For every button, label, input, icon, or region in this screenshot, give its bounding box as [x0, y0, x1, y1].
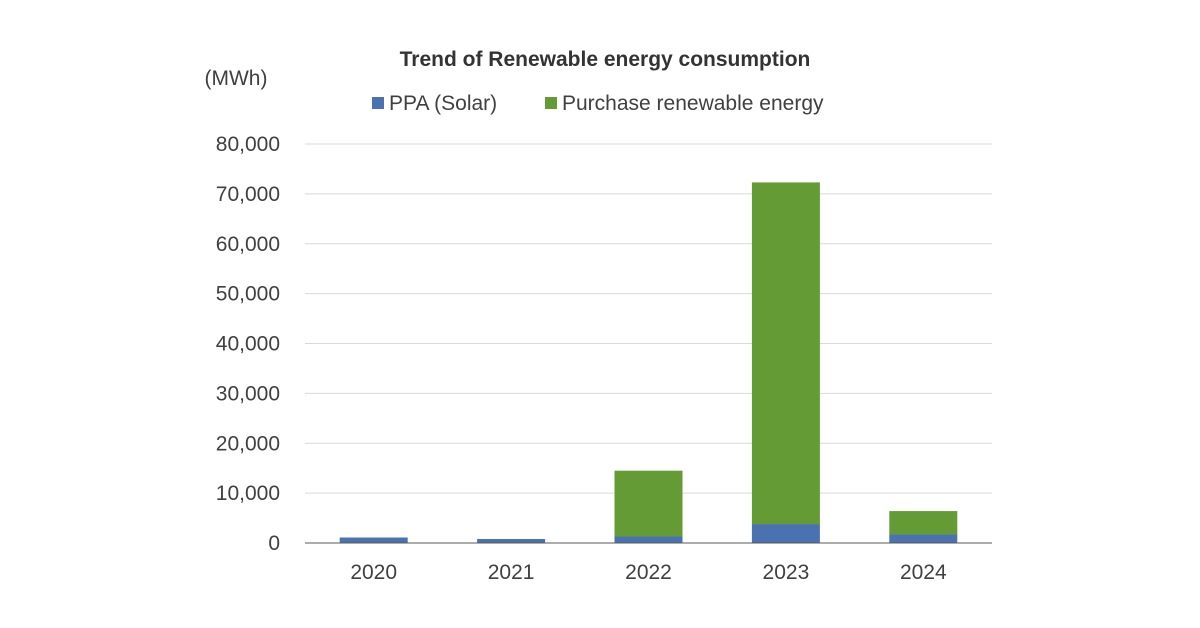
y-tick-label-50000: 50,000 [216, 283, 280, 306]
bar-purchase-renewable-energy-2023 [751, 182, 820, 525]
y-tick-label-70000: 70,000 [216, 183, 280, 206]
y-tick-label-80000: 80,000 [216, 133, 280, 156]
bars [339, 182, 958, 543]
y-tick-label-20000: 20,000 [216, 432, 280, 455]
legend-label-ppa-solar: PPA (Solar) [389, 92, 497, 115]
x-tick-label-2021: 2021 [488, 561, 535, 584]
legend-swatch-purchase-renewable-energy [545, 97, 557, 109]
y-tick-label-0: 0 [268, 532, 280, 555]
legend: PPA (Solar) Purchase renewable energy [372, 92, 824, 115]
bar-ppa-solar-2020 [339, 537, 408, 543]
bar-purchase-renewable-energy-2022 [614, 470, 683, 537]
y-tick-label-40000: 40,000 [216, 333, 280, 356]
x-axis-tick-labels: 2020 2021 2022 2023 2024 [350, 561, 947, 584]
y-tick-label-10000: 10,000 [216, 482, 280, 505]
bar-purchase-renewable-energy-2024 [889, 511, 958, 535]
bar-ppa-solar-2023 [751, 524, 820, 543]
gridlines [305, 143, 992, 494]
x-tick-label-2023: 2023 [763, 561, 810, 584]
legend-label-purchase-renewable-energy: Purchase renewable energy [562, 92, 824, 115]
y-tick-label-60000: 60,000 [216, 233, 280, 256]
bar-ppa-solar-2022 [614, 536, 683, 543]
y-axis-unit-label: (MWh) [205, 67, 268, 90]
bar-ppa-solar-2024 [889, 534, 958, 543]
y-axis-tick-labels: 0 10,000 20,000 30,000 40,000 50,000 60,000 70,… [216, 133, 280, 555]
bar-ppa-solar-2021 [477, 539, 546, 543]
x-tick-label-2020: 2020 [350, 561, 397, 584]
x-tick-label-2024: 2024 [900, 561, 947, 584]
chart-title: Trend of Renewable energy consumption [400, 48, 811, 71]
legend-swatch-ppa-solar [372, 97, 384, 109]
y-tick-label-30000: 30,000 [216, 382, 280, 405]
x-tick-label-2022: 2022 [625, 561, 672, 584]
